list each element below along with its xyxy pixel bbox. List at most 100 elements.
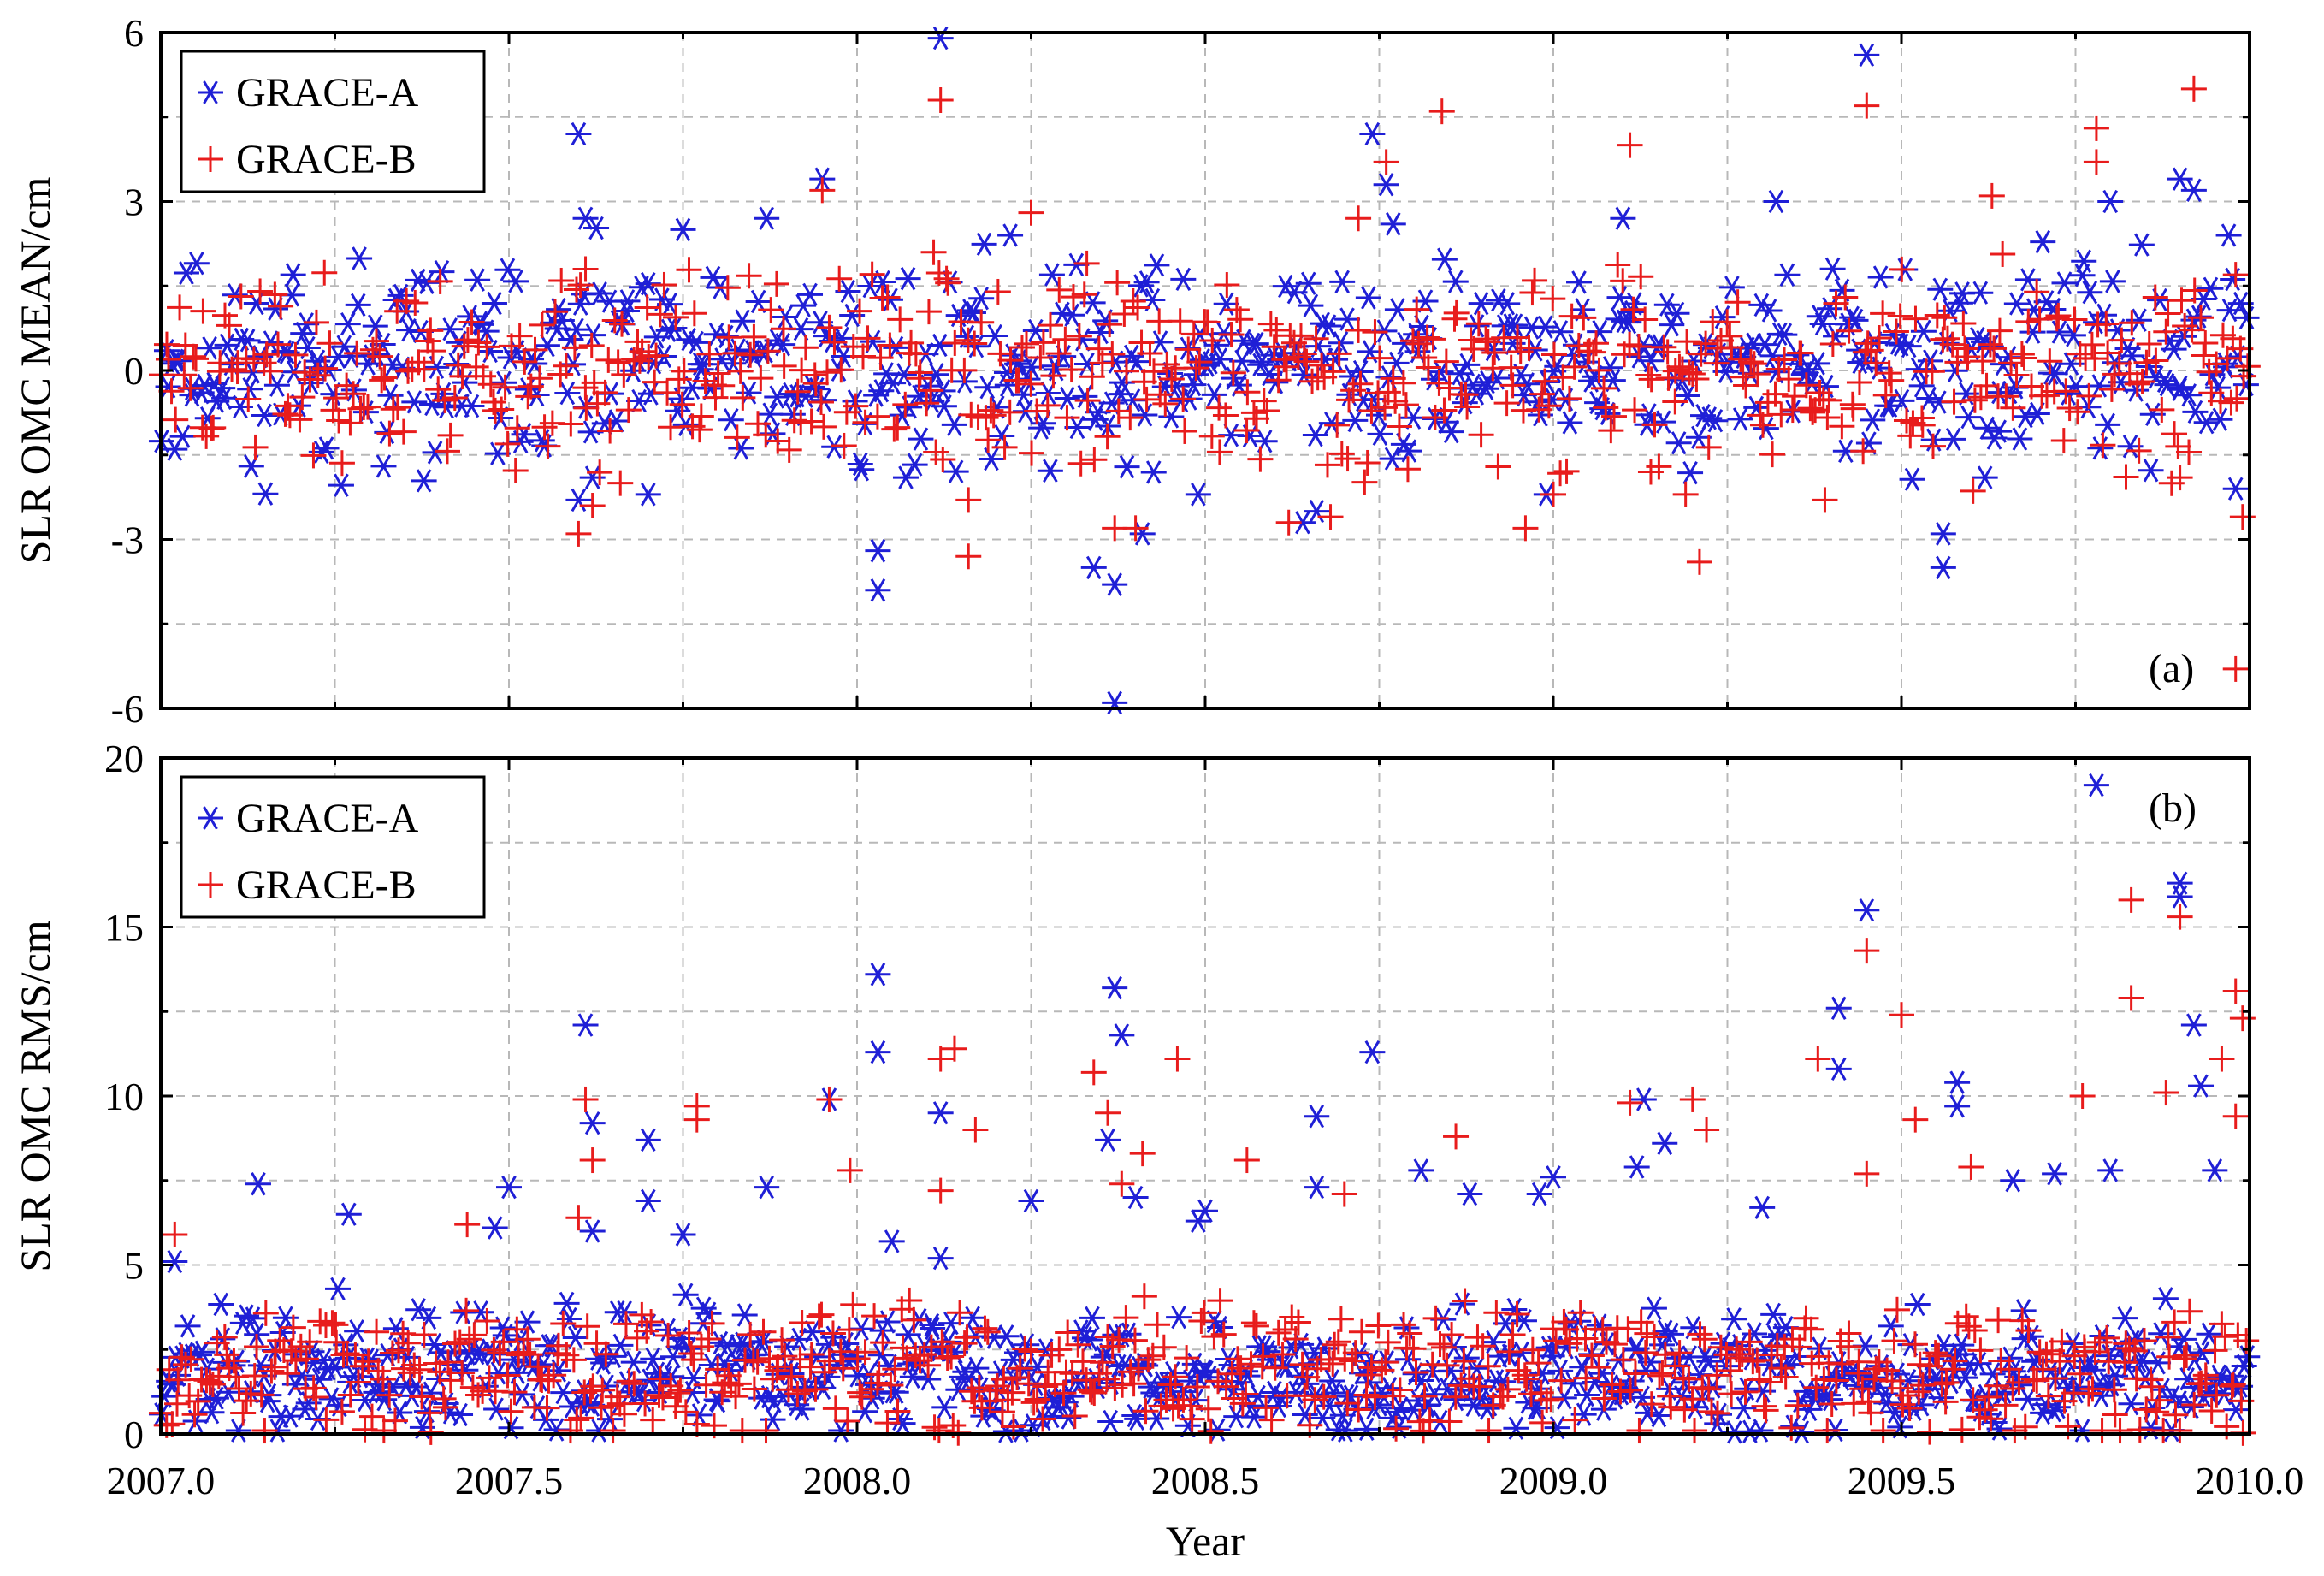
data-point-grace-b (1919, 358, 1945, 385)
data-point-grace-b (1079, 364, 1105, 390)
panel-a: -6 -3 0 3 6 SLR OMC MEAN/cm GRACE-A GRAC… (11, 11, 2261, 731)
data-point-grace-b (1414, 324, 1440, 351)
data-point-grace-b (2188, 305, 2215, 331)
data-point-grace-b (2047, 1348, 2073, 1375)
data-point-grace-b (1654, 339, 1681, 365)
data-point-grace-b (1362, 319, 1388, 346)
data-point-grace-a-outlier (670, 217, 696, 242)
data-point-grace-b (432, 1394, 458, 1420)
data-point-grace-a (931, 394, 957, 418)
data-point-grace-b (1117, 405, 1144, 431)
data-point-grace-b (1240, 400, 1267, 426)
data-point-grace-a (695, 1301, 722, 1325)
data-point-grace-b (2094, 1324, 2120, 1351)
data-point-grace-b (1375, 1329, 1401, 1355)
data-point-grace-b (2050, 428, 2077, 454)
data-point-grace-a-outlier (927, 1101, 954, 1125)
data-point-grace-b-outlier (1889, 1002, 1914, 1028)
data-point-grace-b (1641, 412, 1668, 438)
data-point-grace-b (1823, 1367, 1849, 1394)
data-point-grace-a (553, 1291, 580, 1316)
data-point-grace-b (2064, 399, 2090, 425)
data-point-grace-b (1345, 1396, 1372, 1423)
data-point-grace-a (2205, 376, 2232, 400)
data-point-grace-b (2172, 312, 2198, 339)
data-point-grace-b (409, 1383, 435, 1410)
data-point-grace-b (696, 341, 723, 367)
data-point-grace-b (1475, 1353, 1501, 1379)
data-point-grace-b (938, 1343, 965, 1370)
data-point-grace-b (1351, 469, 1378, 495)
data-point-grace-a (1702, 409, 1729, 433)
data-point-grace-b (328, 1398, 355, 1425)
data-point-grace-b (326, 407, 352, 434)
data-point-grace-b (303, 309, 329, 335)
data-point-grace-a (1166, 1305, 1192, 1330)
data-point-grace-b (1345, 317, 1372, 343)
data-point-grace-b (395, 1330, 422, 1356)
data-point-grace-a-outlier (1102, 690, 1128, 715)
data-point-grace-b (947, 1300, 973, 1326)
data-point-grace-b (951, 357, 978, 383)
data-point-grace-a-outlier (754, 1175, 780, 1200)
data-point-grace-a (1295, 271, 1322, 295)
data-point-grace-a (1734, 1377, 1760, 1401)
data-point-grace-b (671, 358, 697, 384)
data-point-grace-b (1499, 1321, 1526, 1348)
data-point-grace-b (1439, 1322, 1465, 1348)
data-point-grace-b (1617, 1377, 1644, 1403)
data-point-grace-b (930, 447, 956, 473)
data-point-grace-b (2181, 277, 2208, 304)
data-point-grace-b (1601, 1331, 1628, 1358)
data-point-grace-b (695, 1325, 722, 1352)
data-point-grace-b (980, 402, 1007, 429)
data-point-grace-b (978, 397, 1004, 424)
data-point-grace-b (2203, 351, 2230, 377)
data-point-grace-b (369, 367, 395, 394)
data-point-grace-b (1220, 359, 1246, 386)
data-point-grace-a-outlier (2000, 1169, 2026, 1193)
data-point-grace-a-outlier (238, 454, 264, 478)
data-point-grace-b (985, 1372, 1011, 1399)
data-point-grace-b (736, 263, 762, 289)
data-point-grace-b (1850, 438, 1877, 465)
data-point-grace-b (1691, 1326, 1718, 1353)
data-point-grace-b (2101, 1377, 2127, 1403)
data-point-grace-b (1929, 1371, 1955, 1397)
data-point-grace-a (1431, 247, 1458, 271)
data-point-grace-b (244, 1334, 270, 1360)
data-point-grace-b (612, 1311, 639, 1337)
data-point-grace-b (458, 309, 485, 335)
legend-marker-grace-b (198, 872, 223, 898)
data-point-grace-a (560, 353, 587, 376)
data-point-grace-b (2012, 1413, 2038, 1440)
data-point-grace-b (1981, 335, 2008, 362)
data-point-grace-a-outlier (1944, 1070, 1971, 1094)
data-point-grace-b (615, 397, 642, 424)
data-point-grace-b (1556, 385, 1582, 412)
data-point-grace-a-outlier (1373, 173, 1399, 197)
data-point-grace-b (1191, 1300, 1217, 1326)
data-point-grace-b (1586, 357, 1612, 383)
data-point-grace-b (2208, 388, 2234, 414)
data-point-grace-b (870, 1330, 896, 1356)
data-point-grace-b (1180, 321, 1207, 347)
data-point-grace-a (483, 1397, 510, 1421)
data-point-grace-b (1210, 1321, 1237, 1348)
data-point-grace-b (2126, 437, 2152, 464)
data-point-grace-b (535, 433, 561, 459)
panel-a-legend-label-grace-a: GRACE-A (236, 70, 419, 116)
data-point-grace-b (1179, 1406, 1205, 1432)
data-point-grace-b (319, 1310, 346, 1336)
data-point-grace-a (234, 329, 261, 353)
data-point-grace-b (1615, 1316, 1641, 1342)
data-point-grace-b (667, 1377, 694, 1403)
data-point-grace-b (2106, 350, 2132, 376)
panel-a-y-axis-title: SLR OMC MEAN/cm (11, 176, 59, 564)
data-point-grace-a (1860, 408, 1886, 432)
data-point-grace-a (468, 1300, 494, 1324)
data-point-grace-b (1099, 341, 1126, 368)
data-point-grace-b (1400, 1336, 1427, 1362)
data-point-grace-b (2165, 433, 2191, 459)
data-point-grace-a (1586, 1313, 1612, 1337)
